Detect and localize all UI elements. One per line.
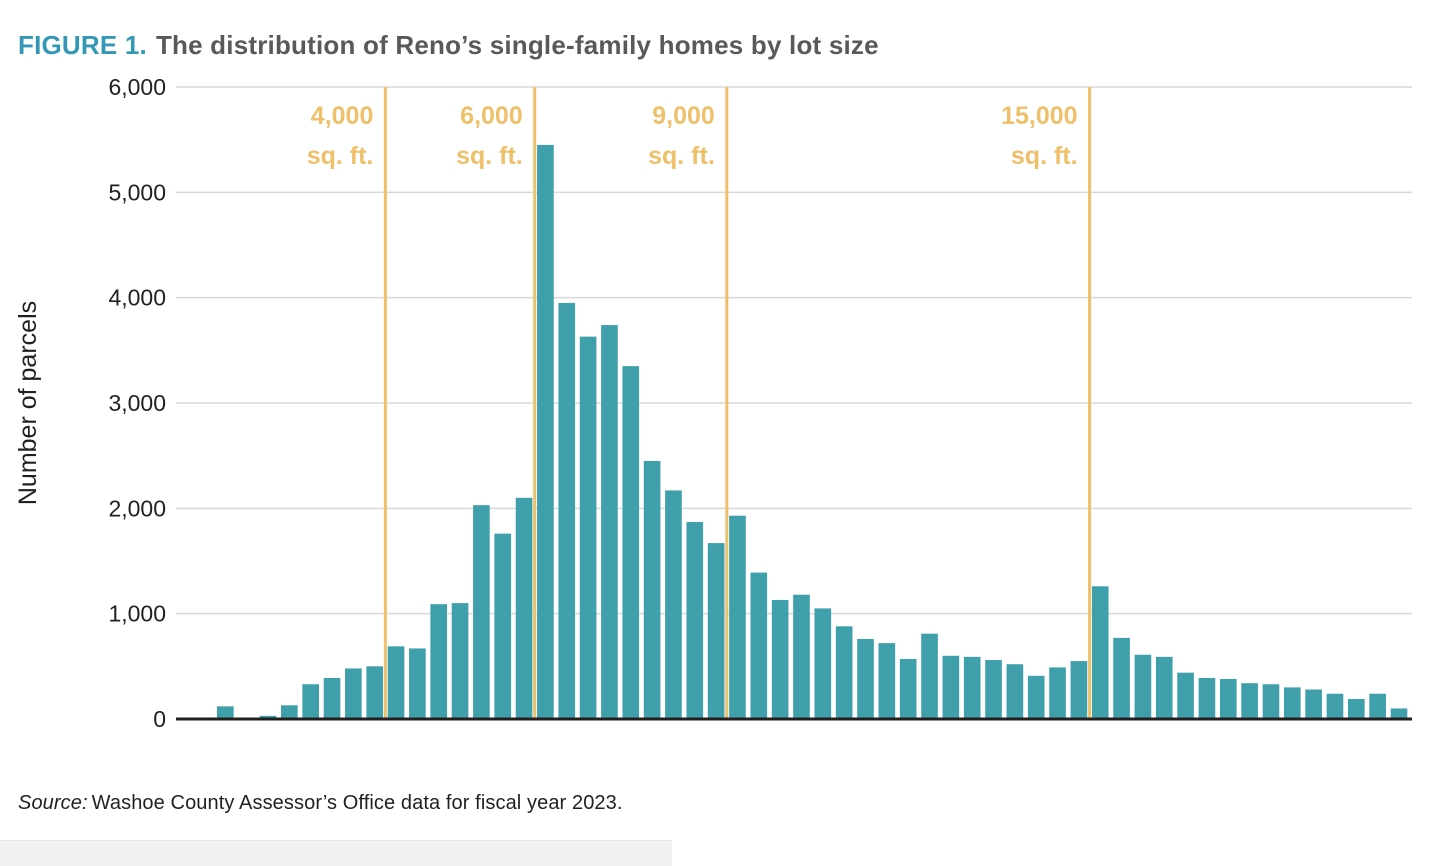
bar [1006,664,1024,719]
bar [835,626,853,719]
threshold-label: 15,000 [1001,102,1077,130]
bar [1369,693,1386,719]
bar [771,599,789,719]
bar [1198,677,1216,719]
y-tick-label: 5,000 [108,179,166,205]
bar [473,505,490,719]
bar [942,655,960,719]
bar [707,543,725,719]
y-tick-label: 0 [153,706,166,732]
bar [1283,687,1301,719]
threshold-label: 9,000 [652,102,715,130]
threshold-label: 6,000 [460,102,523,130]
y-tick-label: 6,000 [108,74,166,100]
bar [259,715,277,719]
bar [494,533,512,719]
bar [601,325,618,719]
bar [537,144,554,719]
bar [963,656,981,719]
bar [302,684,319,719]
y-tick-label: 2,000 [108,495,166,521]
lot-size-histogram: 0 1,000 2,000 3,000 4,000 5,000 6,000 4,000 sq. … [14,74,1412,732]
bar [643,460,661,719]
threshold-label: sq. ft. [1011,142,1078,170]
bar [1027,675,1045,719]
bar [899,658,917,719]
source-note: Source: Washoe County Assessor’s Office d… [18,792,623,815]
threshold-label: sq. ft. [648,142,715,170]
bar [345,668,362,719]
y-tick-label: 1,000 [108,601,166,627]
threshold-label: sq. ft. [307,142,374,170]
figure-title-text: The distribution of Reno’s single-family… [155,30,879,61]
bar [665,490,682,719]
bar [729,515,746,719]
bar [686,522,704,719]
threshold-label: 4,000 [311,102,374,130]
bar [558,302,576,719]
y-tick-label: 3,000 [108,390,166,416]
bar [1241,683,1258,719]
bar [1070,661,1088,719]
bar [921,633,938,719]
bar [579,336,597,719]
bar [409,648,426,719]
bar [1326,693,1344,719]
bar [622,366,640,719]
bar [1347,698,1365,719]
bar [1049,667,1066,719]
bar [217,706,234,719]
figure-label: FIGURE 1. [18,30,147,61]
bar [985,660,1002,719]
threshold-label: sq. ft. [456,142,523,170]
figure-title: FIGURE 1. The distribution of Reno’s sing… [18,30,879,61]
bar [451,603,469,719]
bar [1305,689,1322,719]
bar [750,572,768,719]
bar [387,646,405,719]
source-text: Washoe County Assessor’s Office data for… [91,792,623,814]
bar [1390,708,1408,719]
y-axis-title: Number of parcels [14,301,42,505]
y-tick-label: 4,000 [108,285,166,311]
bar [430,604,448,719]
bar [323,677,341,719]
bar [1155,656,1173,719]
bar [1177,672,1194,719]
bar [878,643,896,719]
bar [814,608,832,719]
bar [1113,637,1130,719]
bar [793,594,810,719]
bar [1091,586,1109,719]
bar [515,497,533,719]
bar [1219,678,1237,719]
next-section-partial [0,840,672,866]
source-prefix: Source: [18,792,88,814]
bar [1134,654,1152,719]
bar [1262,684,1280,719]
bar [281,705,298,719]
bar [366,666,384,719]
bar [857,638,874,719]
